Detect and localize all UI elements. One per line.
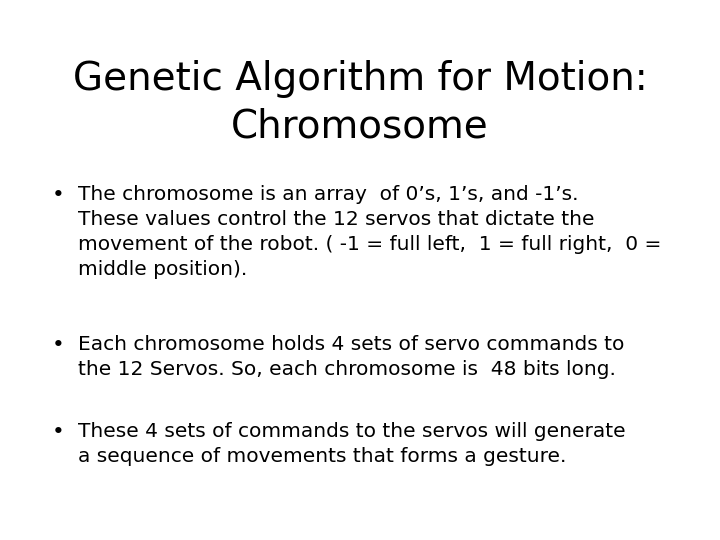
Text: •: • <box>52 185 65 205</box>
Text: •: • <box>52 422 65 442</box>
Text: Each chromosome holds 4 sets of servo commands to
the 12 Servos. So, each chromo: Each chromosome holds 4 sets of servo co… <box>78 335 624 379</box>
Text: The chromosome is an array  of 0’s, 1’s, and -1’s.
These values control the 12 s: The chromosome is an array of 0’s, 1’s, … <box>78 185 662 279</box>
Text: •: • <box>52 335 65 355</box>
Text: These 4 sets of commands to the servos will generate
a sequence of movements tha: These 4 sets of commands to the servos w… <box>78 422 626 466</box>
Text: Genetic Algorithm for Motion:
Chromosome: Genetic Algorithm for Motion: Chromosome <box>73 60 647 145</box>
